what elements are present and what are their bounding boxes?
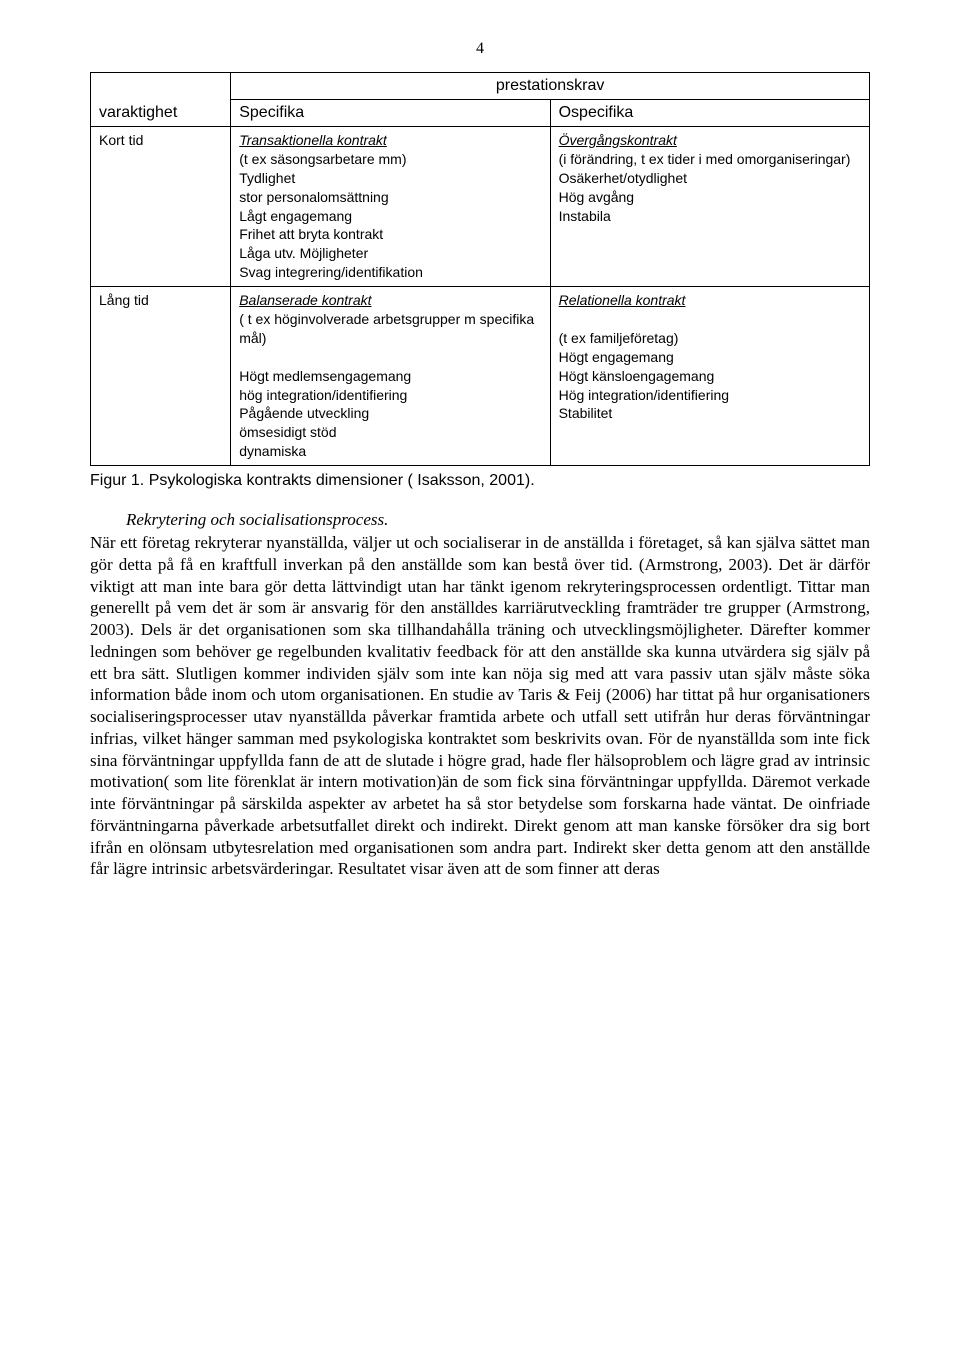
cell-line: stor personalomsättning — [239, 189, 388, 205]
page-number: 4 — [90, 40, 870, 58]
header-ospecifika: Ospecifika — [550, 100, 869, 127]
header-prestationskrav: prestationskrav — [231, 73, 870, 100]
table-row: Kort tid Transaktionella kontrakt (t ex … — [91, 127, 870, 287]
header-varaktighet: varaktighet — [91, 100, 231, 127]
contract-title: Relationella kontrakt — [559, 292, 686, 308]
figure-caption: Figur 1. Psykologiska kontrakts dimensio… — [90, 472, 870, 490]
cell-line: Lågt engagemang — [239, 208, 352, 224]
cell-line: ömsesidigt stöd — [239, 424, 336, 440]
cell-relationella: Relationella kontrakt (t ex familjeföret… — [550, 287, 869, 466]
row-label-kort: Kort tid — [91, 127, 231, 287]
cell-line: Hög integration/identifiering — [559, 387, 729, 403]
cell-line: (t ex säsongsarbetare mm) — [239, 151, 406, 167]
header-specifika: Specifika — [231, 100, 550, 127]
cell-line: Svag integrering/identifikation — [239, 264, 423, 280]
body-paragraph: När ett företag rekryterar nyanställda, … — [90, 532, 870, 880]
contract-title: Balanserade kontrakt — [239, 292, 371, 308]
contract-title: Transaktionella kontrakt — [239, 132, 387, 148]
cell-line: Hög avgång — [559, 189, 635, 205]
cell-line: Tydlighet — [239, 170, 295, 186]
cell-line: Stabilitet — [559, 405, 613, 421]
cell-line: Högt känsloengagemang — [559, 368, 715, 384]
section-subheading: Rekrytering och socialisationsprocess. — [126, 510, 870, 530]
cell-line: Högt medlemsengagemang — [239, 368, 411, 384]
table-row: Lång tid Balanserade kontrakt ( t ex hög… — [91, 287, 870, 466]
cell-line: Högt engagemang — [559, 349, 674, 365]
row-label-lang: Lång tid — [91, 287, 231, 466]
cell-overgang: Övergångskontrakt (i förändring, t ex ti… — [550, 127, 869, 287]
cell-line: (t ex familjeföretag) — [559, 330, 679, 346]
cell-line: hög integration/identifiering — [239, 387, 407, 403]
cell-transaktionella: Transaktionella kontrakt (t ex säsongsar… — [231, 127, 550, 287]
header-empty — [91, 73, 231, 100]
cell-line: (i förändring, t ex tider i med omorgani… — [559, 151, 851, 167]
cell-line: Instabila — [559, 208, 611, 224]
contract-table: prestationskrav varaktighet Specifika Os… — [90, 72, 870, 466]
cell-line: Frihet att bryta kontrakt — [239, 226, 383, 242]
cell-line: Pågående utveckling — [239, 405, 369, 421]
cell-line: ( t ex höginvolverade arbetsgrupper m sp… — [239, 311, 534, 346]
cell-line: Låga utv. Möjligheter — [239, 245, 368, 261]
cell-balanserade: Balanserade kontrakt ( t ex höginvolvera… — [231, 287, 550, 466]
cell-line: Osäkerhet/otydlighet — [559, 170, 687, 186]
contract-title: Övergångskontrakt — [559, 132, 677, 148]
cell-line: dynamiska — [239, 443, 306, 459]
